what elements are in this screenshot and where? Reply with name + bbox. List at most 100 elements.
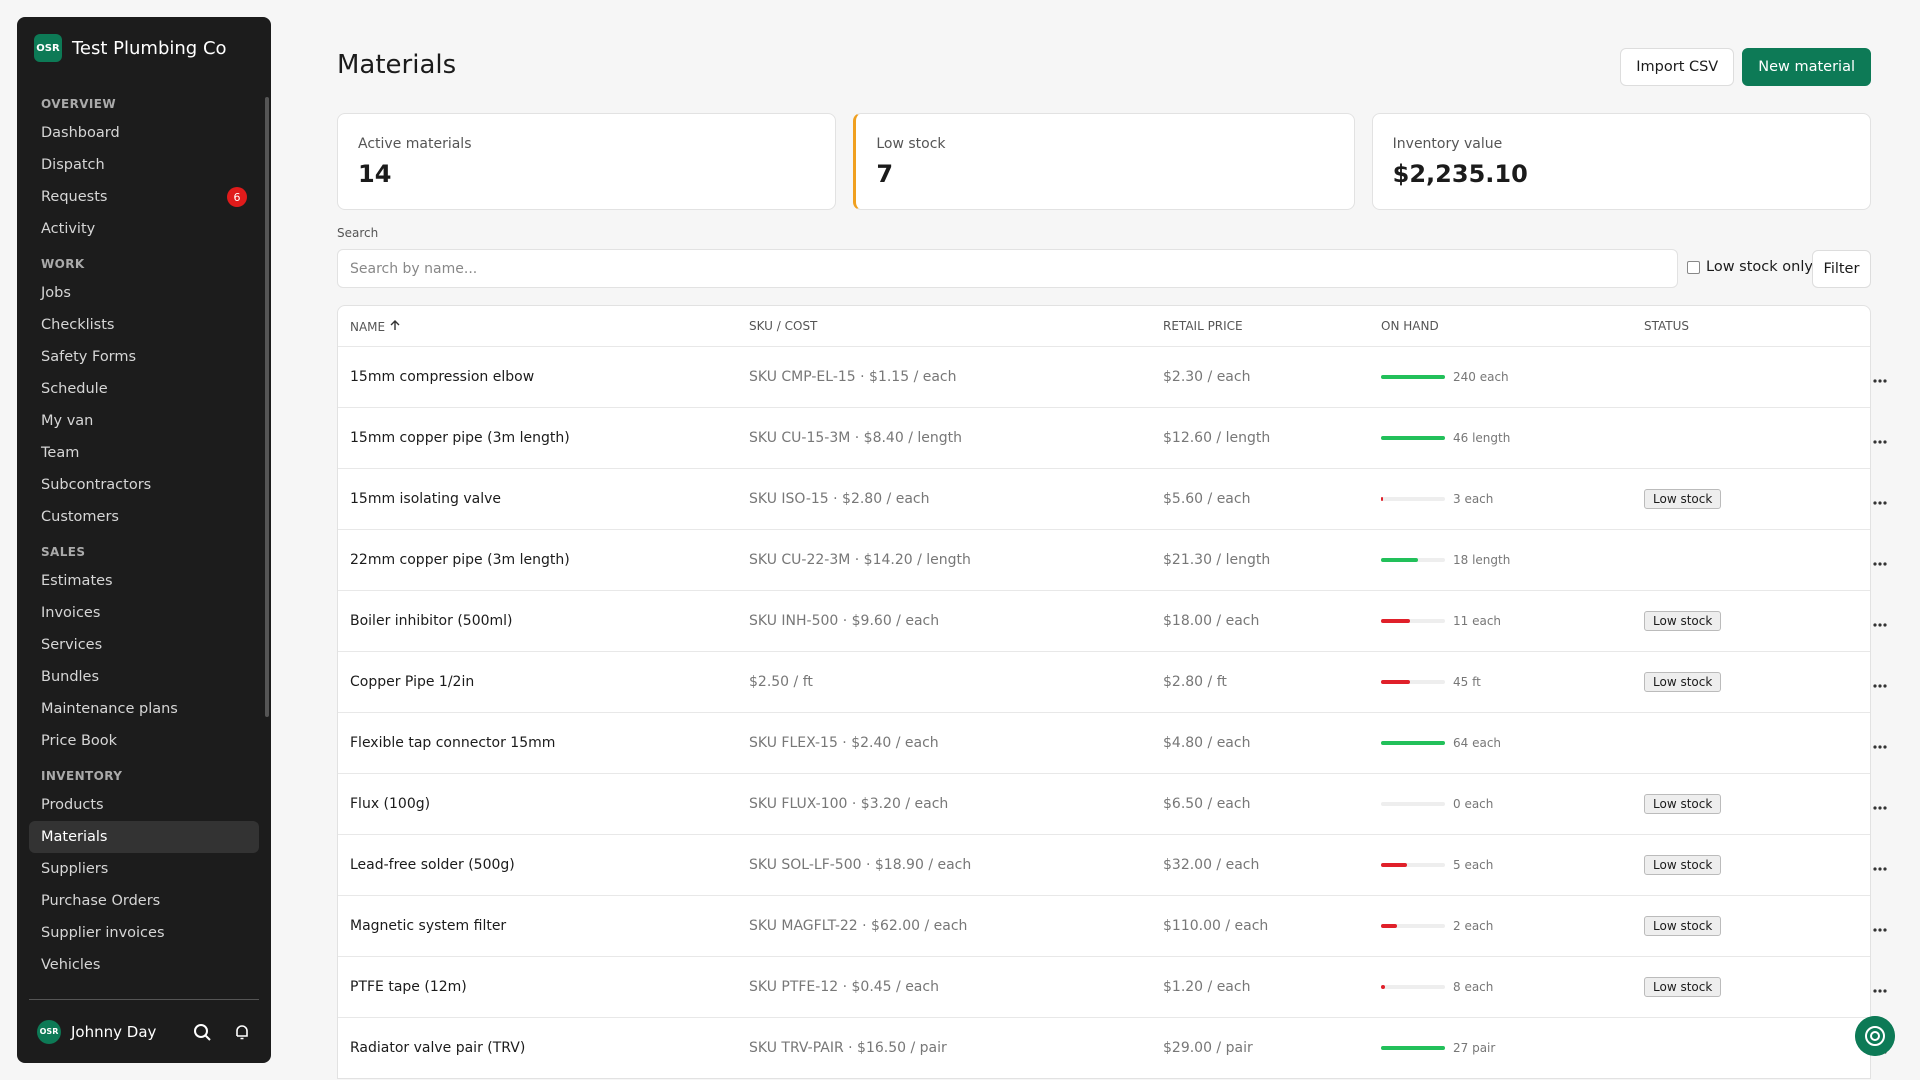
- nav-item[interactable]: Activity: [29, 213, 259, 245]
- menu-icon[interactable]: [1873, 500, 1887, 505]
- sku-cost: SKU FLUX-100 · $3.20 / each: [749, 796, 949, 812]
- nav-item[interactable]: Suppliers: [29, 853, 259, 885]
- retail-price: $1.20 / each: [1163, 979, 1251, 995]
- table-row[interactable]: Lead-free solder (500g) SKU SOL-LF-500 · …: [338, 834, 1887, 895]
- nav-item[interactable]: Estimates: [29, 565, 259, 597]
- nav-item[interactable]: Bundles: [29, 661, 259, 693]
- menu-icon[interactable]: [1873, 683, 1887, 688]
- new-button[interactable]: New material: [1742, 48, 1871, 86]
- nav-item[interactable]: Supplier invoices: [29, 917, 259, 949]
- table-row[interactable]: Radiator valve pair (TRV) SKU TRV-PAIR · …: [338, 1017, 1887, 1078]
- row-menu[interactable]: [1839, 551, 1887, 570]
- nav-item[interactable]: Checklists: [29, 309, 259, 341]
- nav-item[interactable]: My van: [29, 405, 259, 437]
- nav-item[interactable]: Invoices: [29, 597, 259, 629]
- status-cell: Low stock: [1644, 611, 1839, 631]
- row-menu[interactable]: [1839, 368, 1887, 387]
- stock-track: [1381, 802, 1445, 806]
- row-menu[interactable]: [1839, 490, 1887, 509]
- nav-item[interactable]: Dashboard: [29, 117, 259, 149]
- row-menu[interactable]: [1839, 673, 1887, 692]
- table-header: NAME SKU / COST RETAIL PRICE ON HAND STATUS: [338, 306, 1870, 346]
- row-menu[interactable]: [1839, 734, 1887, 753]
- checkbox[interactable]: [1687, 260, 1700, 274]
- table-row[interactable]: 15mm isolating valve SKU ISO-15 · $2.80 /…: [338, 468, 1887, 529]
- material-name: PTFE tape (12m): [350, 979, 467, 995]
- brand-logo: OSR: [34, 34, 62, 62]
- nav-label: Requests: [41, 189, 108, 205]
- material-name: 15mm compression elbow: [350, 369, 535, 385]
- nav-label: Services: [41, 637, 103, 653]
- nav-item[interactable]: Price Book: [29, 725, 259, 757]
- material-name: Flexible tap connector 15mm: [350, 735, 556, 751]
- row-menu[interactable]: [1839, 917, 1887, 936]
- menu-icon[interactable]: [1873, 561, 1887, 566]
- menu-icon[interactable]: [1873, 378, 1887, 383]
- table-row[interactable]: 15mm copper pipe (3m length) SKU CU-15-3M…: [338, 407, 1887, 468]
- table-row[interactable]: Flexible tap connector 15mm SKU FLEX-15 ·…: [338, 712, 1887, 773]
- nav-item[interactable]: Customers: [29, 501, 259, 533]
- nav-item[interactable]: Purchase Orders: [29, 885, 259, 917]
- nav-label: Subcontractors: [41, 477, 152, 493]
- user-icons: [193, 1023, 251, 1041]
- menu-icon[interactable]: [1873, 866, 1887, 871]
- table-row[interactable]: Flux (100g) SKU FLUX-100 · $3.20 / each $6…: [338, 773, 1887, 834]
- import-button[interactable]: Import CSV: [1620, 48, 1735, 86]
- menu-icon[interactable]: [1873, 988, 1887, 993]
- stock-bar: [1381, 436, 1445, 440]
- column-header: ON HAND: [1381, 319, 1644, 333]
- menu-icon[interactable]: [1873, 927, 1887, 932]
- menu-icon[interactable]: [1873, 622, 1887, 627]
- search-label: Search: [337, 226, 379, 240]
- stats: Active materials 14 Low stock 7 Inventory va…: [337, 113, 1871, 210]
- on-hand: 46 length: [1381, 431, 1644, 445]
- brand-name: Test Plumbing Co: [72, 37, 227, 59]
- on-hand: 8 each: [1381, 980, 1644, 994]
- on-hand-label: 11 each: [1453, 614, 1502, 628]
- nav-item[interactable]: Products: [29, 789, 259, 821]
- row-menu[interactable]: [1839, 429, 1887, 448]
- sku-cost: SKU MAGFLT-22 · $62.00 / each: [749, 918, 968, 934]
- table-row[interactable]: 15mm compression elbow SKU CMP-EL-15 · $1…: [338, 346, 1887, 407]
- nav-item[interactable]: Requests 6: [29, 181, 259, 213]
- sku-cost: SKU CU-15-3M · $8.40 / length: [749, 430, 962, 446]
- menu-icon[interactable]: [1873, 439, 1887, 444]
- table-row[interactable]: Magnetic system filter SKU MAGFLT-22 · $6…: [338, 895, 1887, 956]
- table-row[interactable]: Boiler inhibitor (500ml) SKU INH-500 · $9…: [338, 590, 1887, 651]
- nav-item[interactable]: Subcontractors: [29, 469, 259, 501]
- nav-item[interactable]: Safety Forms: [29, 341, 259, 373]
- low-stock-toggle[interactable]: Low stock only: [1687, 259, 1813, 275]
- retail-price: $5.60 / each: [1163, 491, 1251, 507]
- user[interactable]: OSR Johnny Day: [29, 999, 259, 1063]
- nav-item[interactable]: Services: [29, 629, 259, 661]
- stat-value: 14: [358, 160, 392, 188]
- row-menu[interactable]: [1839, 612, 1887, 631]
- stock-track: [1381, 497, 1445, 501]
- table-row[interactable]: 22mm copper pipe (3m length) SKU CU-22-3M…: [338, 529, 1887, 590]
- row-menu[interactable]: [1839, 795, 1887, 814]
- menu-icon[interactable]: [1873, 744, 1887, 749]
- nav-item[interactable]: Jobs: [29, 277, 259, 309]
- table-row[interactable]: Copper Pipe 1/2in $2.50 / ft $2.80 / ft 45 …: [338, 651, 1887, 712]
- filter-button[interactable]: Filter: [1812, 250, 1871, 288]
- nav-item[interactable]: Dispatch: [29, 149, 259, 181]
- search-icon[interactable]: [193, 1023, 211, 1041]
- nav-item[interactable]: Team: [29, 437, 259, 469]
- nav-label: Products: [41, 797, 104, 813]
- nav-item[interactable]: Maintenance plans: [29, 693, 259, 725]
- nav-item[interactable]: Vehicles: [29, 949, 259, 981]
- nav-label: Bundles: [41, 669, 100, 685]
- nav-item[interactable]: Materials: [29, 821, 259, 853]
- nav-item[interactable]: Schedule: [29, 373, 259, 405]
- bell-icon[interactable]: [233, 1023, 251, 1041]
- stock-bar: [1381, 741, 1445, 745]
- row-menu[interactable]: [1839, 978, 1887, 997]
- menu-icon[interactable]: [1873, 805, 1887, 810]
- table-row[interactable]: PTFE tape (12m) SKU PTFE-12 · $0.45 / eac…: [338, 956, 1887, 1017]
- search-input[interactable]: Search by name...: [337, 249, 1678, 288]
- row-menu[interactable]: [1839, 856, 1887, 875]
- on-hand: 240 each: [1381, 370, 1644, 384]
- column-header[interactable]: NAME: [350, 319, 749, 334]
- help-button[interactable]: [1855, 1016, 1895, 1056]
- status-cell: Low stock: [1644, 916, 1839, 936]
